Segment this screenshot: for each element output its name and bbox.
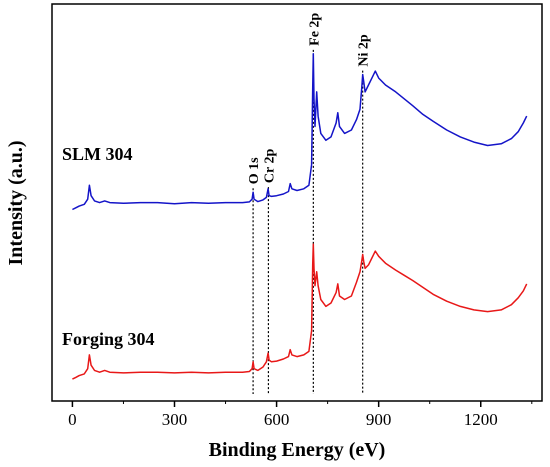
peak-label: Cr 2p xyxy=(262,149,277,184)
series-line-forging-304 xyxy=(72,243,528,380)
x-tick-label: 300 xyxy=(162,410,188,429)
x-tick-label: 1200 xyxy=(464,410,498,429)
series-layer xyxy=(72,53,528,380)
x-axis-ticks: 0 300 600 900 1200 xyxy=(68,401,533,429)
series-label: Forging 304 xyxy=(62,329,155,349)
y-axis-label: Intensity (a.u.) xyxy=(5,140,27,265)
series-label: SLM 304 xyxy=(62,144,133,164)
x-tick-label: 900 xyxy=(366,410,392,429)
peak-label: O 1s xyxy=(247,157,262,184)
peak-label: Fe 2p xyxy=(307,13,322,46)
plot-frame xyxy=(51,3,543,402)
series-line-slm-304 xyxy=(72,53,528,211)
peak-label: Ni 2p xyxy=(357,34,372,67)
x-tick-label: 0 xyxy=(68,410,77,429)
x-tick-label: 600 xyxy=(264,410,290,429)
peak-marker-lines xyxy=(252,49,364,394)
x-axis-label: Binding Energy (eV) xyxy=(209,439,386,461)
peak-labels: O 1s Cr 2p Fe 2p Ni 2p xyxy=(247,13,372,185)
series-labels: SLM 304 Forging 304 xyxy=(62,144,155,349)
